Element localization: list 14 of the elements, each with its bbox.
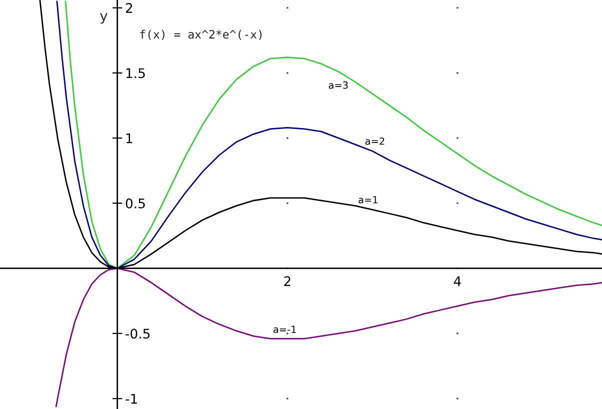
- series-label: a=3: [328, 81, 348, 89]
- y-tick-label: 2: [126, 3, 132, 13]
- line-series: [55, 268, 602, 408]
- series-label: a=1: [358, 196, 378, 204]
- y-tick-label: -0.5: [126, 328, 150, 339]
- y-tick-label: 1: [126, 133, 132, 144]
- series-label: a=2: [365, 137, 384, 145]
- y-tick-label: 1.5: [126, 68, 145, 78]
- x-tick-label: 4: [454, 276, 461, 286]
- y-tick-label: 0.5: [126, 198, 145, 208]
- series-label: a=-1: [274, 326, 296, 334]
- y-axis-title: y: [100, 13, 108, 24]
- y-tick-label: -1: [126, 394, 137, 404]
- text: f(x) = ax^2*e^(-x): [140, 30, 262, 40]
